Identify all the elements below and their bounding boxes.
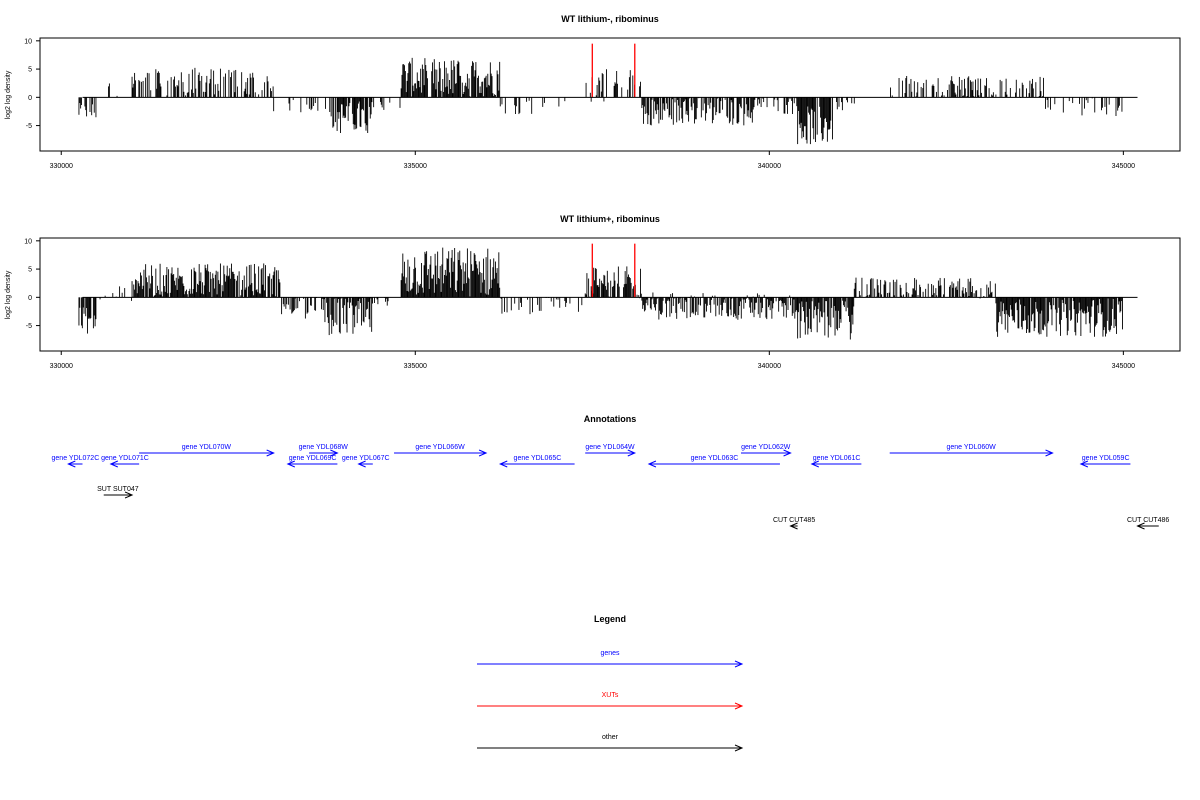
x-tick-label: 340000: [758, 363, 781, 370]
feature-label: gene YDL066W: [415, 444, 465, 451]
feature-label: gene YDL061C: [813, 455, 861, 462]
legend-entry: other: [477, 734, 744, 752]
x-tick-label: 330000: [50, 163, 73, 170]
feature-arrowhead: [357, 460, 366, 468]
feature-label: gene YDL072C: [52, 455, 100, 462]
annotation-feature: gene YDL072C: [52, 455, 100, 468]
annotation-feature: gene YDL070W: [139, 444, 275, 457]
coverage-panel-lithium-minus: WT lithium-, ribominus log2 log density …: [5, 14, 1181, 170]
legend-title: Legend: [594, 614, 626, 624]
y-axis-label: log2 log density: [5, 270, 12, 319]
coverage-panel-lithium-plus: WT lithium+, ribominus log2 log density …: [5, 214, 1181, 370]
x-tick-label: 345000: [1112, 163, 1135, 170]
y-axis: -5 0 5 10: [24, 238, 40, 330]
plot-frame: [39, 37, 1181, 152]
annotation-feature: CUT CUT485: [773, 517, 815, 530]
annotation-feature: SUT SUT047: [97, 486, 139, 499]
feature-arrowhead: [124, 491, 134, 499]
legend-entry: genes: [477, 650, 744, 668]
y-axis: -5 0 5 10: [24, 38, 40, 130]
y-tick-label: 10: [24, 238, 32, 245]
feature-arrowhead: [647, 460, 657, 468]
feature-arrowhead: [1045, 449, 1054, 457]
annotation-feature: gene YDL067C: [342, 455, 390, 468]
feature-label: gene YDL070W: [182, 444, 232, 451]
legend: Legend genes XUTs other: [477, 614, 744, 752]
feature-arrowhead: [1079, 460, 1089, 468]
legend-arrowhead: [734, 744, 744, 752]
annotation-feature: gene YDL068W: [299, 444, 349, 457]
feature-arrowhead: [783, 449, 792, 457]
coverage-bars: [78, 247, 1123, 340]
x-tick-label: 335000: [404, 363, 427, 370]
annotation-feature: gene YDL061C: [810, 455, 862, 468]
feature-label: gene YDL063C: [691, 455, 739, 462]
y-tick-label: 0: [28, 95, 32, 102]
feature-label: CUT CUT485: [773, 517, 815, 524]
annotation-feature: gene YDL071C: [101, 455, 149, 468]
feature-arrowhead: [789, 522, 798, 530]
legend-entry-label: XUTs: [602, 692, 619, 699]
feature-arrowhead: [286, 460, 296, 468]
feature-arrowhead: [810, 460, 819, 468]
y-tick-label: -5: [26, 123, 32, 130]
legend-arrowhead: [734, 660, 744, 668]
x-tick-label: 345000: [1112, 363, 1135, 370]
y-tick-label: 5: [28, 67, 32, 74]
x-tick-label: 340000: [758, 163, 781, 170]
x-axis: 330000 335000 340000 345000: [50, 151, 1135, 170]
legend-entry-label: other: [602, 734, 619, 741]
feature-label: gene YDL059C: [1082, 455, 1130, 462]
annotations-track: Annotations gene YDL072C gene YDL071Cgene…: [52, 414, 1169, 530]
annotation-feature: gene YDL065C: [498, 455, 575, 468]
y-tick-label: 0: [28, 295, 32, 302]
panel-title: WT lithium+, ribominus: [560, 214, 660, 224]
annotation-feature: gene YDL059C: [1079, 455, 1131, 468]
x-axis: 330000 335000 340000 345000: [50, 351, 1135, 370]
annotation-feature: gene YDL060W: [889, 444, 1054, 457]
x-tick-label: 330000: [50, 363, 73, 370]
feature-arrowhead: [330, 449, 339, 457]
feature-label: SUT SUT047: [97, 486, 139, 493]
feature-arrowhead: [1136, 522, 1145, 530]
feature-arrowhead: [266, 449, 275, 457]
y-tick-label: 10: [24, 38, 32, 45]
feature-arrowhead: [627, 449, 637, 457]
annotations-title: Annotations: [584, 414, 637, 424]
plot-frame: [39, 237, 1181, 352]
annotation-feature: gene YDL063C: [647, 455, 780, 468]
annotation-features: gene YDL072C gene YDL071C gene YDL070W gene…: [52, 444, 1169, 530]
feature-label: gene YDL068W: [299, 444, 349, 451]
annotation-feature: gene YDL062W: [740, 444, 792, 457]
feature-label: gene YDL062W: [741, 444, 791, 451]
y-axis-label: log2 log density: [5, 70, 12, 119]
feature-label: gene YDL060W: [946, 444, 996, 451]
annotation-feature: CUT CUT486: [1127, 517, 1169, 530]
legend-entry-label: genes: [600, 650, 620, 657]
panel-title: WT lithium-, ribominus: [561, 14, 659, 24]
legend-arrowhead: [734, 702, 744, 710]
feature-label: gene YDL069C: [289, 455, 337, 462]
feature-label: gene YDL067C: [342, 455, 390, 462]
annotation-feature: gene YDL066W: [394, 444, 488, 457]
legend-entries: genes XUTs other: [477, 650, 744, 752]
feature-label: gene YDL064W: [585, 444, 635, 451]
x-tick-label: 335000: [404, 163, 427, 170]
annotation-feature: gene YDL064W: [585, 444, 637, 457]
feature-arrowhead: [478, 449, 488, 457]
y-tick-label: 5: [28, 267, 32, 274]
feature-label: gene YDL065C: [514, 455, 562, 462]
y-tick-label: -5: [26, 323, 32, 330]
coverage-bars: [78, 57, 1123, 145]
feature-label: gene YDL071C: [101, 455, 149, 462]
feature-arrowhead: [109, 460, 119, 468]
xut-highlights: [591, 43, 636, 98]
annotation-feature: gene YDL069C: [286, 455, 338, 468]
legend-entry: XUTs: [477, 692, 744, 710]
xut-highlights: [591, 243, 636, 298]
feature-arrowhead: [498, 460, 508, 468]
feature-label: CUT CUT486: [1127, 517, 1169, 524]
feature-arrowhead: [67, 460, 76, 468]
